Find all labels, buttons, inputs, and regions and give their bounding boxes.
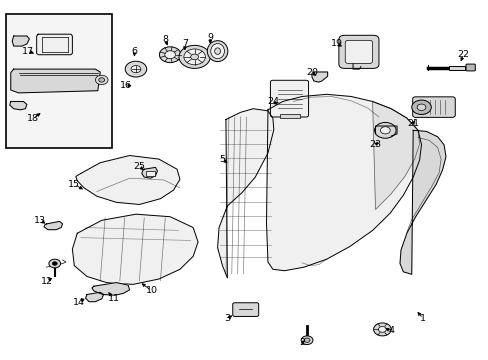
- Text: 17: 17: [22, 46, 34, 55]
- Circle shape: [95, 75, 108, 85]
- Text: 7: 7: [182, 40, 187, 49]
- FancyBboxPatch shape: [345, 40, 372, 63]
- Text: 14: 14: [73, 298, 85, 307]
- Circle shape: [164, 51, 175, 59]
- Bar: [145, 171, 154, 176]
- Text: 5: 5: [219, 154, 225, 163]
- Circle shape: [179, 45, 210, 68]
- Text: 15: 15: [68, 180, 80, 189]
- Circle shape: [52, 262, 57, 265]
- Bar: [6, 14, 112, 148]
- Polygon shape: [10, 102, 27, 110]
- Text: 8: 8: [162, 35, 168, 44]
- Circle shape: [304, 338, 309, 342]
- FancyBboxPatch shape: [412, 97, 454, 117]
- Circle shape: [378, 327, 386, 332]
- Polygon shape: [92, 283, 129, 295]
- Text: 3: 3: [224, 314, 230, 323]
- FancyBboxPatch shape: [465, 64, 474, 71]
- Circle shape: [131, 66, 141, 73]
- Text: 18: 18: [27, 113, 39, 122]
- Polygon shape: [399, 130, 445, 274]
- Text: 1: 1: [419, 314, 425, 323]
- Text: 11: 11: [107, 294, 119, 303]
- Circle shape: [301, 336, 312, 345]
- Polygon shape: [76, 156, 180, 204]
- Polygon shape: [11, 69, 100, 93]
- Circle shape: [99, 78, 104, 82]
- Text: 16: 16: [120, 81, 132, 90]
- Polygon shape: [44, 221, 62, 230]
- FancyBboxPatch shape: [338, 35, 378, 68]
- Polygon shape: [12, 36, 29, 46]
- Circle shape: [183, 49, 205, 65]
- Text: 10: 10: [145, 287, 157, 295]
- Circle shape: [159, 47, 181, 63]
- Circle shape: [380, 127, 389, 134]
- Text: 22: 22: [457, 50, 468, 59]
- Text: 24: 24: [266, 97, 278, 106]
- FancyBboxPatch shape: [232, 303, 258, 316]
- Text: 23: 23: [369, 140, 381, 149]
- Circle shape: [374, 122, 395, 138]
- Circle shape: [190, 54, 198, 60]
- Circle shape: [411, 100, 430, 114]
- Circle shape: [373, 323, 390, 336]
- Text: 9: 9: [207, 33, 213, 42]
- Polygon shape: [266, 94, 421, 271]
- Polygon shape: [37, 34, 72, 55]
- Text: 19: 19: [330, 40, 342, 49]
- Polygon shape: [72, 214, 198, 284]
- Polygon shape: [372, 102, 419, 210]
- Text: 2: 2: [299, 338, 305, 347]
- Polygon shape: [85, 292, 103, 302]
- Polygon shape: [217, 109, 273, 278]
- Text: 25: 25: [133, 162, 145, 171]
- Ellipse shape: [210, 44, 224, 59]
- Circle shape: [49, 259, 61, 268]
- Text: 13: 13: [34, 216, 46, 225]
- Text: 20: 20: [305, 68, 317, 77]
- Text: 6: 6: [131, 46, 137, 55]
- Ellipse shape: [214, 48, 220, 54]
- Bar: [448, 66, 464, 70]
- Ellipse shape: [207, 41, 227, 62]
- Polygon shape: [142, 167, 157, 178]
- Text: 12: 12: [41, 277, 52, 286]
- FancyBboxPatch shape: [270, 80, 308, 117]
- Text: 21: 21: [407, 118, 418, 127]
- Polygon shape: [311, 72, 327, 82]
- Text: 4: 4: [387, 326, 393, 335]
- Bar: [279, 114, 300, 118]
- Circle shape: [125, 61, 146, 77]
- Circle shape: [416, 104, 425, 111]
